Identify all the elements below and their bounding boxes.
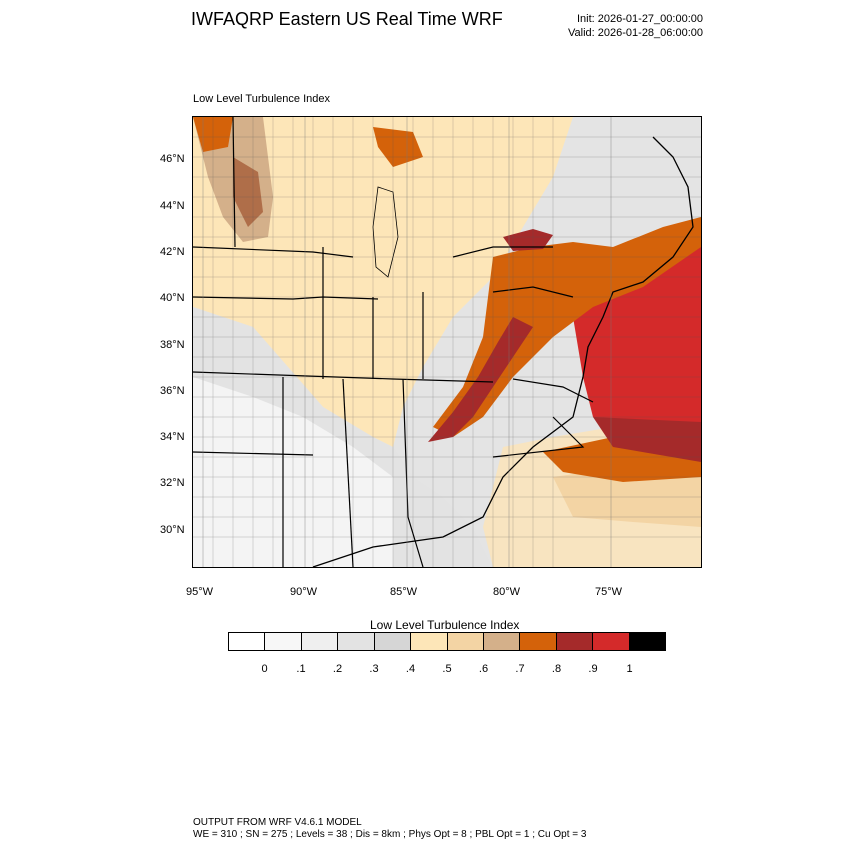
lat-label: 34°N — [160, 431, 185, 443]
colorbar-label: .3 — [369, 663, 379, 675]
colorbar-box — [483, 633, 521, 650]
colorbar-label: .1 — [296, 663, 306, 675]
colorbar-box — [447, 633, 484, 650]
appalachian-orange-zone — [433, 217, 701, 437]
minnesota-darkbrown-patch — [233, 157, 263, 227]
colorbar-label: .8 — [551, 663, 562, 675]
valid-time: Valid: 2026-01-28_06:00:00 — [568, 27, 703, 39]
lon-label: 85°W — [390, 586, 418, 598]
colorbar-box — [265, 633, 302, 650]
cream-zone — [193, 117, 573, 447]
init-time: Init: 2026-01-27_00:00:00 — [577, 13, 703, 25]
lat-label: 46°N — [160, 153, 185, 165]
lake-darkred-zone — [503, 229, 553, 251]
colorbar-box — [629, 633, 666, 650]
colorbar-box — [411, 633, 448, 650]
colorbar-box — [556, 633, 594, 650]
colorbar-label: 0 — [261, 663, 268, 675]
colorbar-label: .5 — [442, 663, 452, 675]
colorbar-box — [593, 633, 630, 650]
colorbar-label: .7 — [515, 663, 525, 675]
lon-label: 75°W — [595, 586, 623, 598]
appalachian-red-ridge — [428, 317, 533, 442]
lat-label: 44°N — [160, 200, 185, 212]
colorbar-label: .2 — [332, 663, 343, 675]
colorbar-box — [520, 633, 557, 650]
lat-label: 38°N — [160, 339, 185, 351]
map-subtitle: Low Level Turbulence Index — [193, 93, 330, 105]
map-frame — [192, 116, 702, 568]
footer-model-info: OUTPUT FROM WRF V4.6.1 MODEL — [193, 817, 362, 828]
colorbar-box — [338, 633, 375, 650]
lat-label: 40°N — [160, 292, 185, 304]
lon-label: 80°W — [493, 586, 521, 598]
colorbar-box — [374, 633, 412, 650]
colorbar-title: Low Level Turbulence Index — [370, 618, 520, 632]
state-borders — [193, 117, 594, 567]
latlon-grid — [202, 117, 612, 567]
colorbar-label: .4 — [405, 663, 416, 675]
coastline — [312, 136, 694, 567]
colorbar-label: .6 — [478, 663, 489, 675]
plot-title: IWFAQRP Eastern US Real Time WRF — [191, 9, 503, 29]
lat-label: 36°N — [160, 385, 185, 397]
footer-config-info: WE = 310 ; SN = 275 ; Levels = 38 ; Dis … — [193, 829, 587, 840]
lat-label: 30°N — [160, 524, 185, 536]
colorbar-label: 1 — [626, 663, 633, 675]
lat-label: 32°N — [160, 477, 185, 489]
turbulence-map — [193, 117, 701, 567]
colorbar-box — [229, 633, 266, 650]
colorbar-label: .9 — [588, 663, 598, 675]
lon-label: 95°W — [186, 586, 214, 598]
colorbar-box — [301, 633, 339, 650]
lon-label: 90°W — [290, 586, 318, 598]
colorbar — [228, 632, 666, 651]
lat-label: 42°N — [160, 246, 185, 258]
county-grid — [193, 117, 701, 567]
ocean-red-zone — [573, 237, 701, 422]
ocean-darkred-band — [593, 417, 701, 462]
